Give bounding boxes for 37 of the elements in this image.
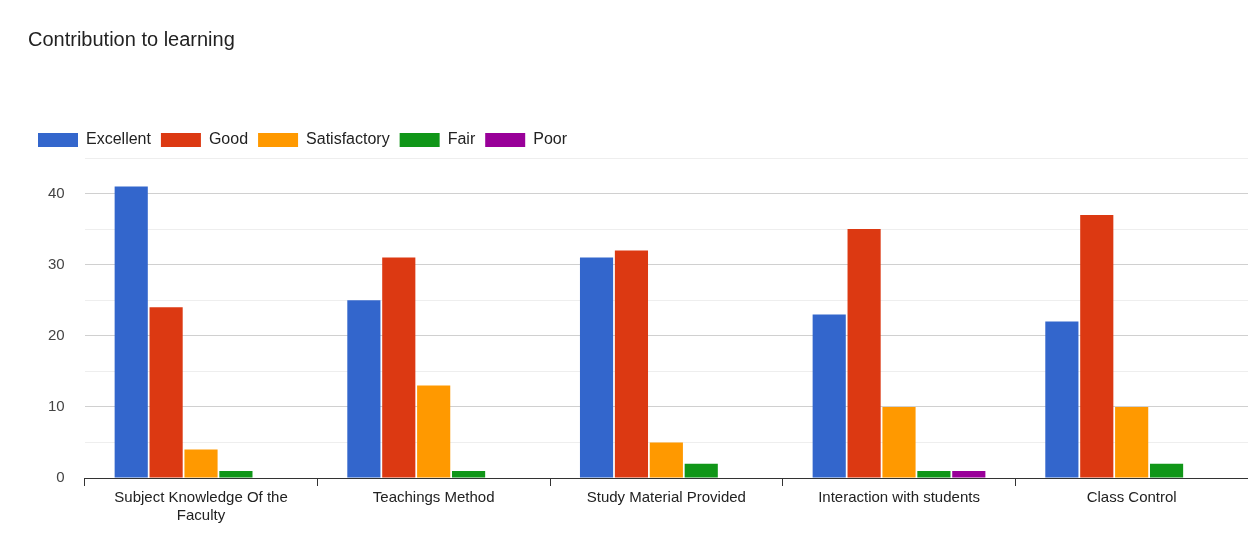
x-tick-label: Class Control [1086,488,1177,506]
bar [1045,321,1079,478]
chart-title: Contribution to learning [28,27,235,50]
bar [1115,406,1149,478]
y-tick-label: 0 [56,468,65,486]
bar [579,257,614,478]
bar [1080,214,1114,478]
x-tick-label: Study Material Provided [586,488,746,506]
legend-label: Good [208,130,249,148]
bar [382,257,416,478]
bar [917,470,951,478]
y-tick-label: 30 [48,254,65,272]
bar [347,300,381,478]
bar [614,250,649,478]
y-tick-label: 10 [48,397,65,415]
bar [847,229,881,478]
bar [684,463,718,478]
bar [812,314,846,478]
bar [649,442,683,478]
legend-label: Fair [447,130,476,148]
bar [452,470,486,478]
bar [114,186,148,478]
bar [219,470,253,478]
legend-label: Poor [533,130,568,148]
bar [952,470,986,478]
x-tick-label: Subject Knowledge Of the Faculty [114,488,288,524]
bar [149,307,183,478]
bar [1149,463,1184,478]
x-tick-label: Interaction with students [818,488,980,506]
legend-label: Excellent [86,130,152,148]
bar [882,406,916,478]
bar [184,449,218,478]
y-tick-label: 20 [48,325,65,343]
legend-label: Satisfactory [306,130,390,148]
x-tick-label: Teachings Method [372,488,495,506]
bar [417,385,451,478]
y-tick-label: 40 [48,183,65,201]
